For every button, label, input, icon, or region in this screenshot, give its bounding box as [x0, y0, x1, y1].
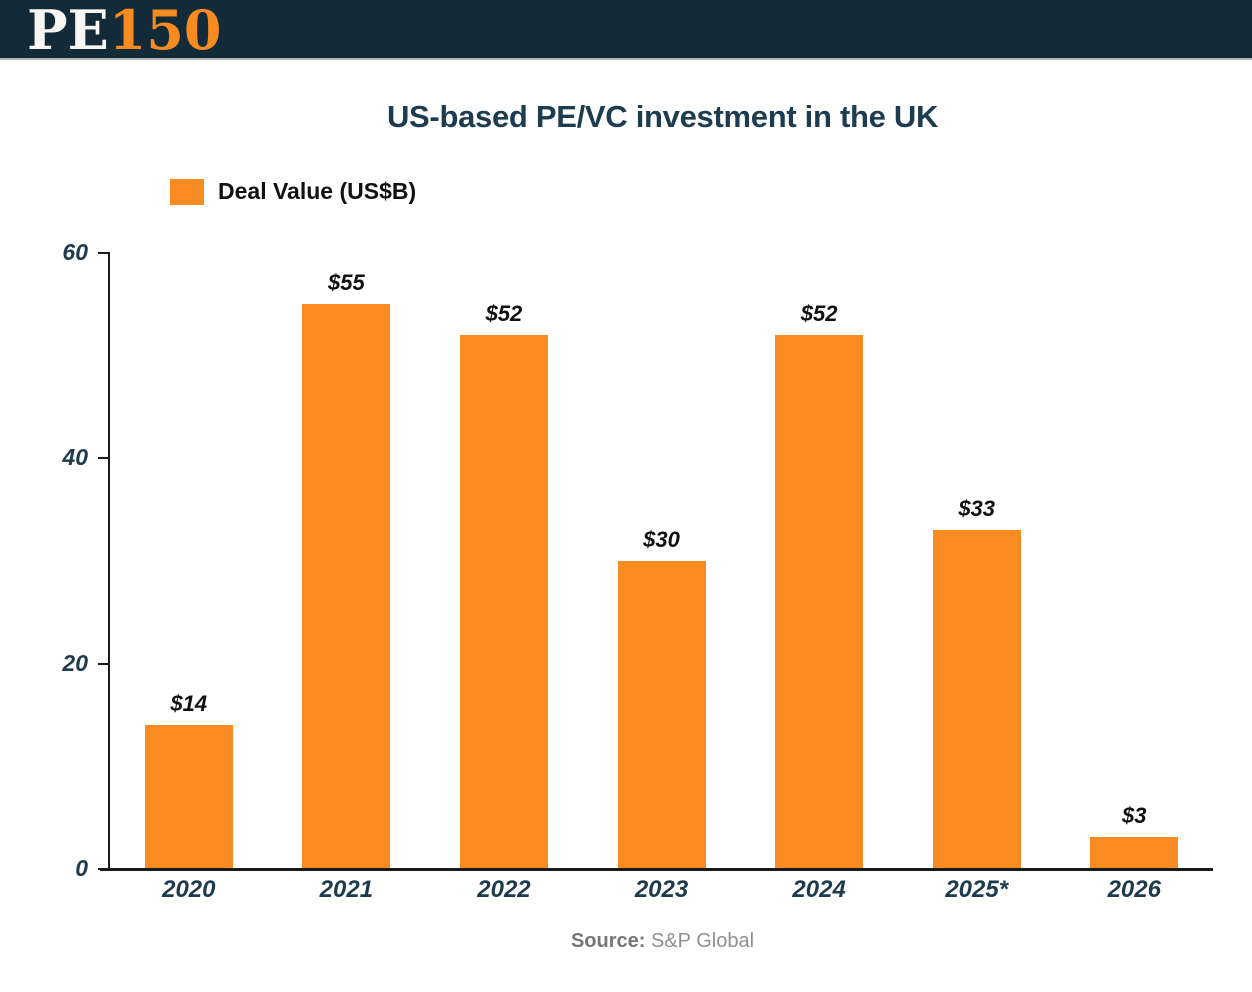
bar-value-label-2026: $3 [1122, 803, 1147, 829]
y-tick-mark [98, 457, 110, 460]
bar-value-label-2022: $52 [485, 301, 523, 327]
bar-value-label-2024: $52 [800, 301, 838, 327]
x-axis-label-2020: 2020 [162, 876, 216, 903]
bar-column-2023: $30 [583, 253, 741, 868]
source-label: Source: [570, 930, 646, 952]
bar-value-label-2021: $55 [328, 270, 365, 296]
bar-2026 [1090, 837, 1179, 868]
bar-column-2026: $3 [1055, 253, 1213, 868]
bar-value-label-2023: $30 [643, 526, 680, 552]
bar-2023 [617, 560, 706, 868]
bar-value-label-2025*: $33 [958, 495, 996, 521]
bar-column-2021: $55 [268, 253, 426, 868]
source-value: S&P Global [651, 930, 755, 952]
bar-2025* [932, 529, 1021, 868]
y-tick-label: 40 [62, 444, 88, 471]
bar-2021 [302, 304, 391, 868]
y-axis-line [108, 253, 110, 869]
x-axis-label-2022: 2022 [477, 876, 531, 903]
logo-pe-text: PE [27, 0, 109, 62]
legend: Deal Value (US$B) [170, 178, 416, 205]
y-tick-label: 0 [75, 855, 88, 881]
bar-column-2025*: $33 [898, 253, 1056, 868]
bar-2020 [144, 724, 233, 868]
legend-label: Deal Value (US$B) [218, 178, 417, 204]
x-axis-label-2021: 2021 [319, 876, 374, 903]
bar-2024 [775, 335, 864, 868]
header-bar: PE150 [0, 0, 1252, 60]
x-axis-line [100, 868, 1213, 871]
x-axis-label-2026: 2026 [1107, 876, 1161, 903]
y-tick-mark [98, 662, 110, 665]
logo-150-text: 150 [108, 0, 222, 62]
bar-value-label-2020: $14 [170, 690, 208, 716]
y-tick-label: 60 [62, 239, 88, 265]
bar-column-2022: $52 [425, 253, 583, 868]
bar-2022 [459, 335, 548, 868]
x-axis-label-2023: 2023 [634, 876, 689, 903]
legend-swatch [170, 178, 204, 205]
plot-area: $14 $55 $52 $30 $52 $33 $3 [110, 253, 1213, 868]
x-axis-label-2025*: 2025* [945, 876, 1009, 903]
y-tick-label: 20 [62, 649, 88, 676]
source-line: Source: S&P Global [110, 930, 1215, 953]
y-axis: 0 20 40 60 [40, 239, 110, 881]
y-tick-mark [98, 252, 110, 254]
x-axis-labels: 2020 2021 2022 2023 2024 2025* 2026 [110, 876, 1213, 904]
x-axis-label-2024: 2024 [792, 876, 846, 903]
pe150-logo: PE150 [27, 0, 222, 60]
bar-column-2020: $14 [110, 253, 268, 868]
chart-title: US-based PE/VC investment in the UK [386, 99, 939, 134]
bar-column-2024: $52 [740, 253, 898, 868]
